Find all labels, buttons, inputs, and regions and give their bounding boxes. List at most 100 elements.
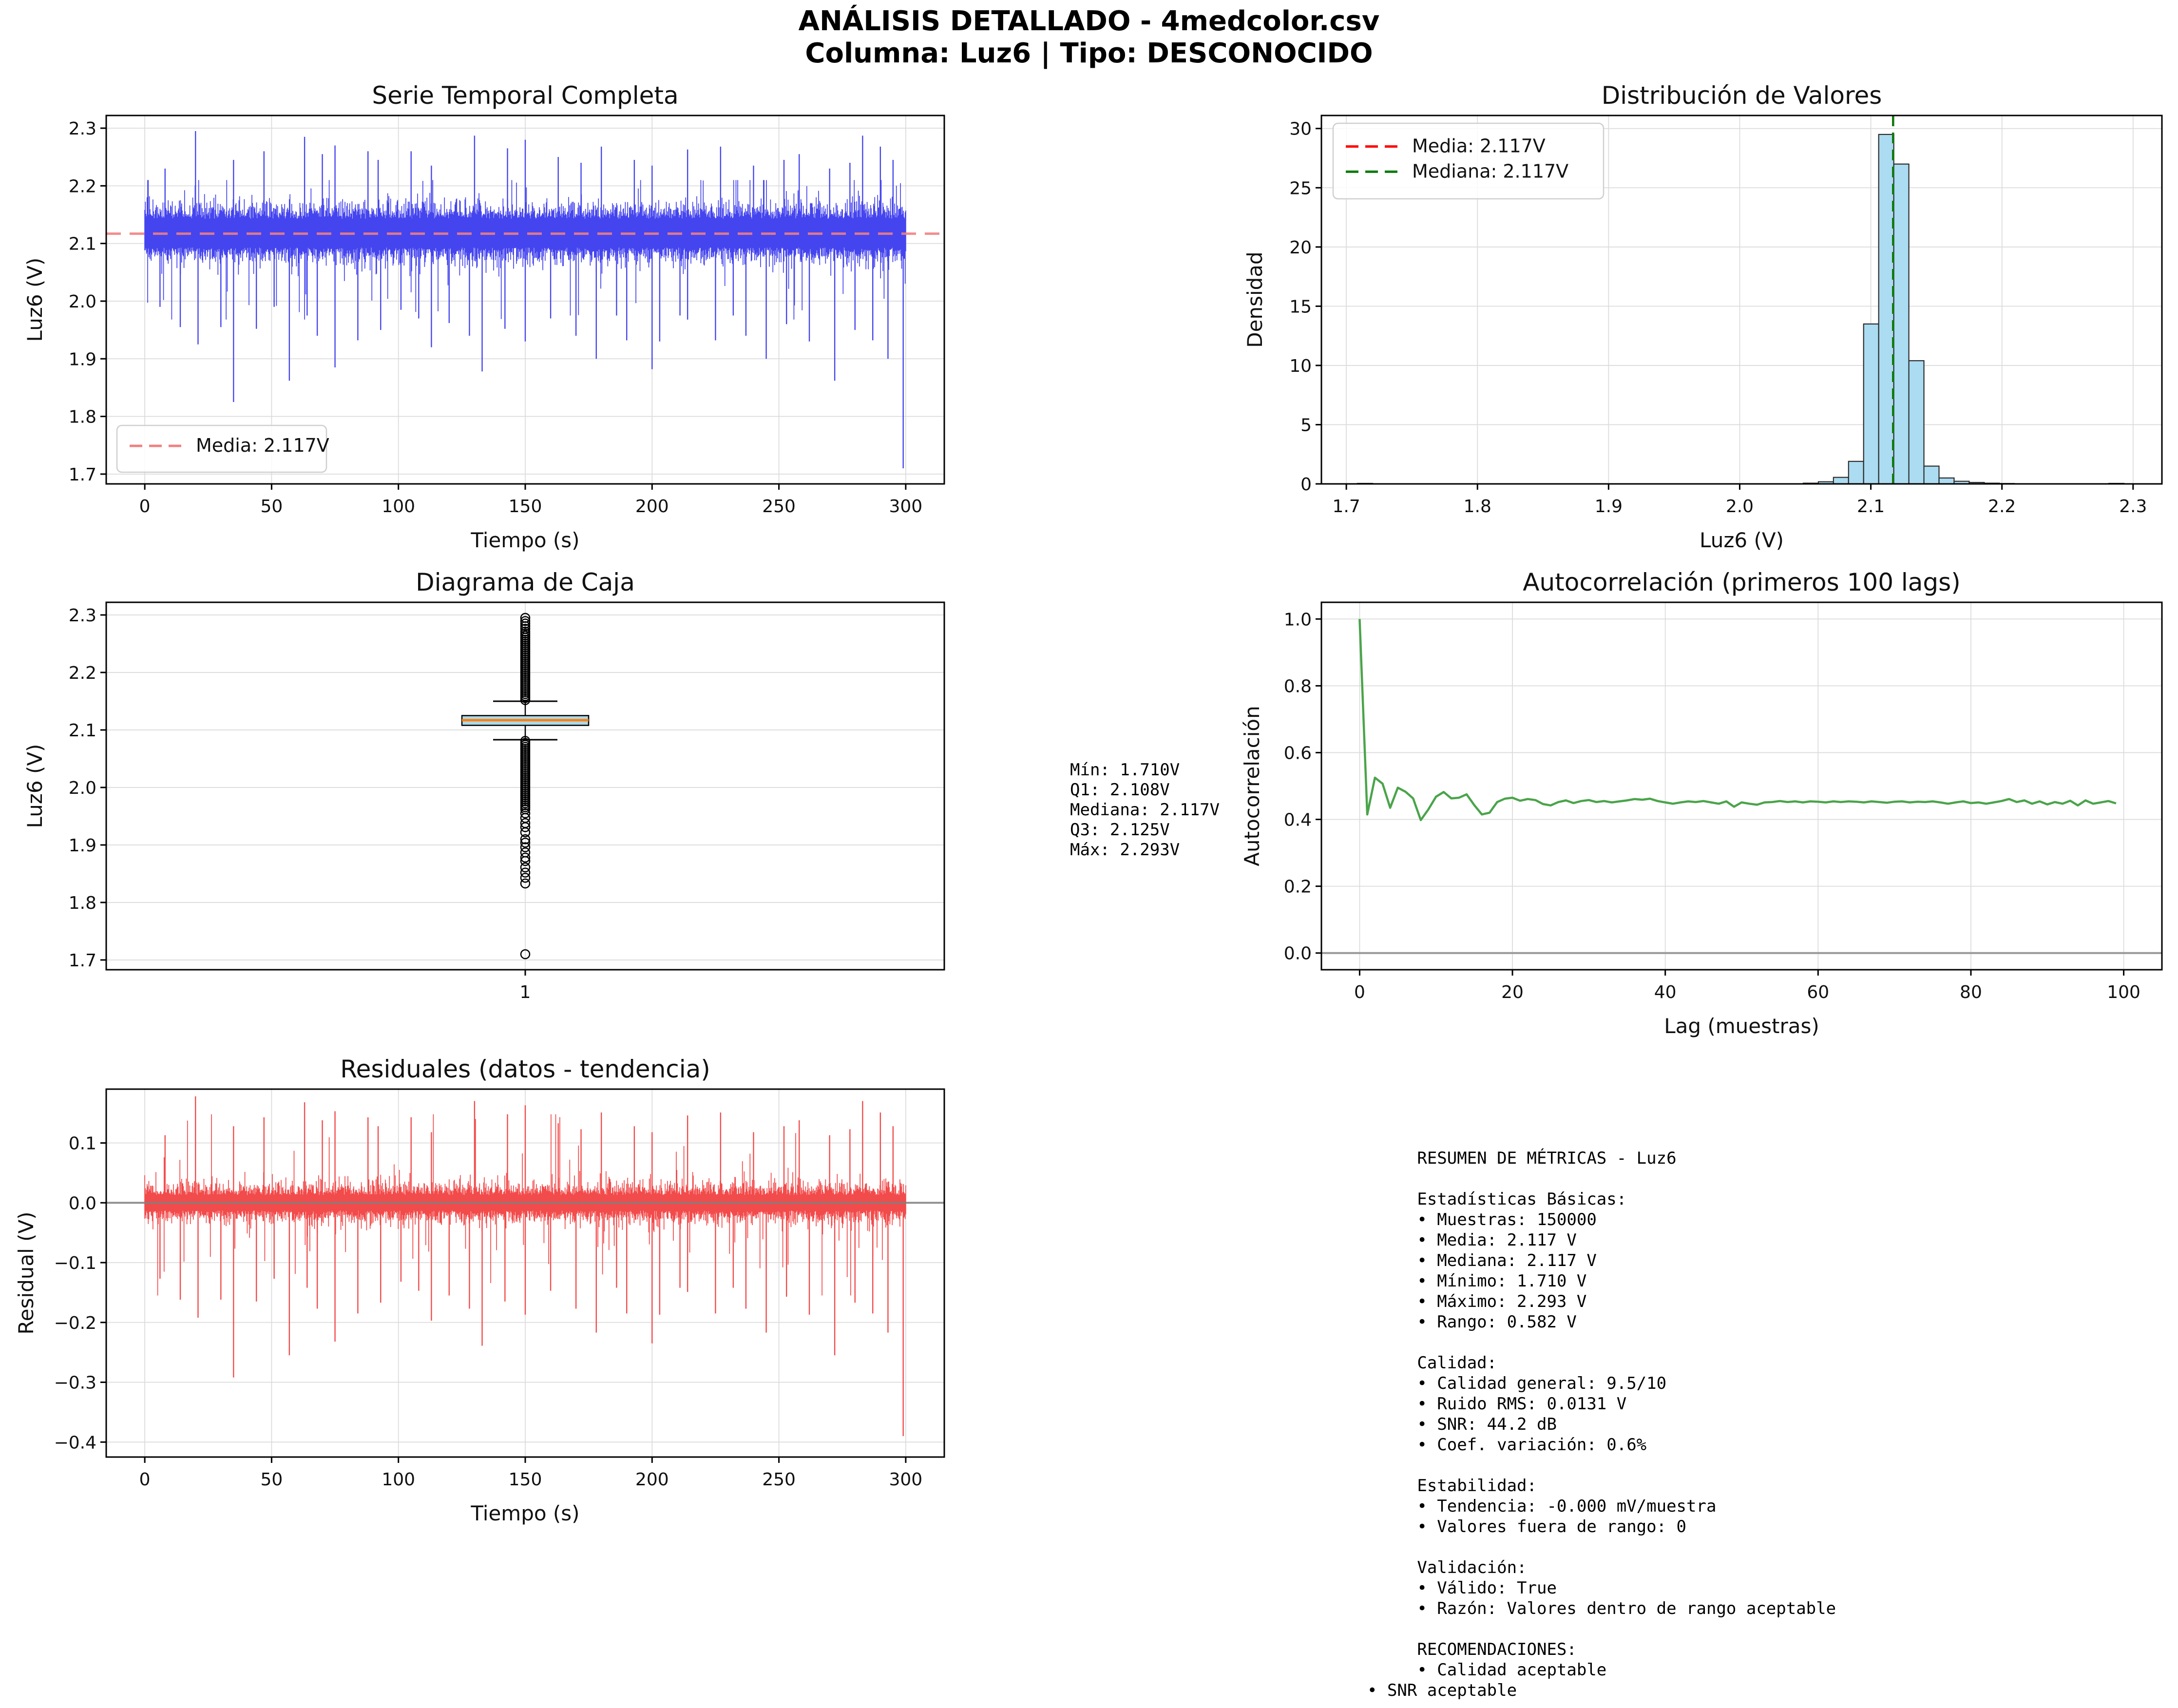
figure-suptitle-line1: ANÁLISIS DETALLADO - 4medcolor.csv [798,5,1380,37]
subplot-title: Residuales (datos - tendencia) [340,1055,710,1083]
y-axis-label: Luz6 (V) [23,258,47,342]
y-tick-label: 0.0 [69,1193,96,1213]
legend-label: Mediana: 2.117V [1412,160,1568,182]
subplot-title: Diagrama de Caja [416,568,635,596]
y-tick-label: −0.2 [54,1313,96,1333]
outlier-point [520,872,531,883]
y-tick-label: −0.4 [54,1433,96,1453]
subplot-boxplot: 1 1.7 1.8 1.9 2.0 2.1 2.2 2.3 Diagrama de Caja Lu… [23,568,945,1002]
x-axis-label: Tiempo (s) [470,528,579,552]
x-tick-label: 100 [2107,982,2140,1002]
legend-box [1332,122,1605,200]
y-axis-label: Residual (V) [14,1211,38,1334]
subplot-histogram: 1.7 1.8 1.9 2.0 2.1 2.2 2.3 0 5 10 15 20 25 30 Distrib… [1243,81,2163,552]
subplot-title: Serie Temporal Completa [372,81,678,110]
x-tick-label: 40 [1654,982,1677,1002]
figure-suptitle-line2: Columna: Luz6 | Tipo: DESCONOCIDO [805,38,1373,69]
outlier-point [520,808,531,819]
histogram-bar [1833,477,1849,485]
y-tick-label: −0.1 [54,1253,96,1273]
histogram-bar [1848,461,1864,485]
x-tick-label: 2.0 [1726,497,1754,517]
y-tick-label: 2.0 [69,292,96,312]
y-tick-label: 2.2 [69,176,96,196]
acf-line [1358,619,2117,822]
subplot-title: Autocorrelación (primeros 100 lags) [1523,568,1960,596]
series-noise-band [144,1114,906,1296]
y-tick-label: 1.8 [69,407,96,427]
x-tick-label: 100 [382,1470,415,1490]
subplot-time_series: 0 50 100 150 200 250 300 1.7 1.8 1.9 2.0 2.1 2.2 2.3 S… [23,81,945,552]
y-tick-label: 0.8 [1284,676,1312,696]
y-tick-label: 2.0 [69,778,96,798]
x-tick-label: 1.7 [1332,497,1360,517]
axes-spines [1320,115,2163,485]
x-tick-label: 200 [635,497,669,517]
x-tick-label: 2.3 [2119,497,2147,517]
axes-spines [1320,601,2163,971]
x-tick-label: 300 [889,1470,923,1490]
y-tick-label: 0.4 [1284,810,1312,830]
outlier-point [520,626,531,637]
x-tick-label: 200 [635,1470,669,1490]
outlier-point [520,616,531,626]
y-tick-label: 1.7 [69,465,96,485]
x-tick-label: 150 [509,497,542,517]
x-axis-label: Lag (muestras) [1664,1014,1819,1038]
x-tick-label: 250 [762,497,796,517]
x-tick-label: 2.1 [1857,497,1885,517]
outlier-point [520,852,531,863]
x-tick-label: 60 [1807,982,1829,1002]
grid [1321,602,2162,970]
x-tick-label: 50 [261,497,283,517]
x-tick-label: 2.2 [1988,497,2016,517]
outlier-point [520,624,531,634]
x-tick-label: 300 [889,497,923,517]
legend-label: Media: 2.117V [196,435,329,456]
outlier-point [520,862,531,873]
metrics-summary-panel: RESUMEN DE MÉTRICAS - Luz6 Estadísticas … [1367,1149,1836,1700]
subplot-residuals: 0 50 100 150 200 250 300 0.1 0.0 −0.1 −0.2 −0.3 −0.4… [14,1055,945,1525]
y-tick-label: 2.1 [69,721,96,741]
y-tick-label: 15 [1289,297,1312,317]
histogram-bar [1863,323,1879,485]
x-tick-label: 20 [1501,982,1524,1002]
histogram-bar [1878,134,1894,485]
x-tick-label: 1 [520,982,531,1002]
y-tick-label: 2.1 [69,234,96,254]
y-tick-label: 0.0 [1284,944,1312,964]
x-tick-label: 1.8 [1464,497,1491,517]
y-tick-label: 0 [1300,475,1312,495]
y-tick-label: 20 [1289,238,1312,258]
histogram-bar [1908,360,1925,485]
y-tick-label: 1.7 [69,951,96,971]
x-tick-label: 250 [762,1470,796,1490]
boxplot-stats-annotation: Mín: 1.710V Q1: 2.108V Mediana: 2.117V Q… [1070,760,1220,860]
x-axis-label: Tiempo (s) [470,1501,579,1525]
outlier-point [520,856,531,866]
outlier-point [520,827,531,838]
y-axis-label: Densidad [1243,251,1267,347]
y-tick-label: 2.3 [69,119,96,139]
subplot-autocorrelation: 0 20 40 60 80 100 0.0 0.2 0.4 0.6 0.8 1.0 Autocorrel… [1240,568,2163,1038]
x-tick-label: 1.9 [1595,497,1623,517]
outlier-point [520,842,531,852]
histogram-bar [1893,163,1910,485]
y-tick-label: 2.3 [69,606,96,626]
y-tick-label: 10 [1289,356,1312,376]
y-tick-label: 1.0 [1284,610,1312,630]
outlier-point [520,834,531,844]
y-tick-label: 30 [1289,119,1312,139]
x-tick-label: 80 [1960,982,1982,1002]
x-axis-label: Luz6 (V) [1700,528,1784,552]
outlier-point [520,837,531,848]
x-tick-label: 0 [139,1470,151,1490]
y-tick-label: 0.6 [1284,743,1312,763]
outlier-point [520,618,531,629]
y-tick-label: 1.8 [69,893,96,913]
y-axis-label: Luz6 (V) [23,744,47,828]
histogram-bar [1923,465,1940,485]
y-tick-label: 2.2 [69,663,96,683]
outlier-point [520,949,531,960]
